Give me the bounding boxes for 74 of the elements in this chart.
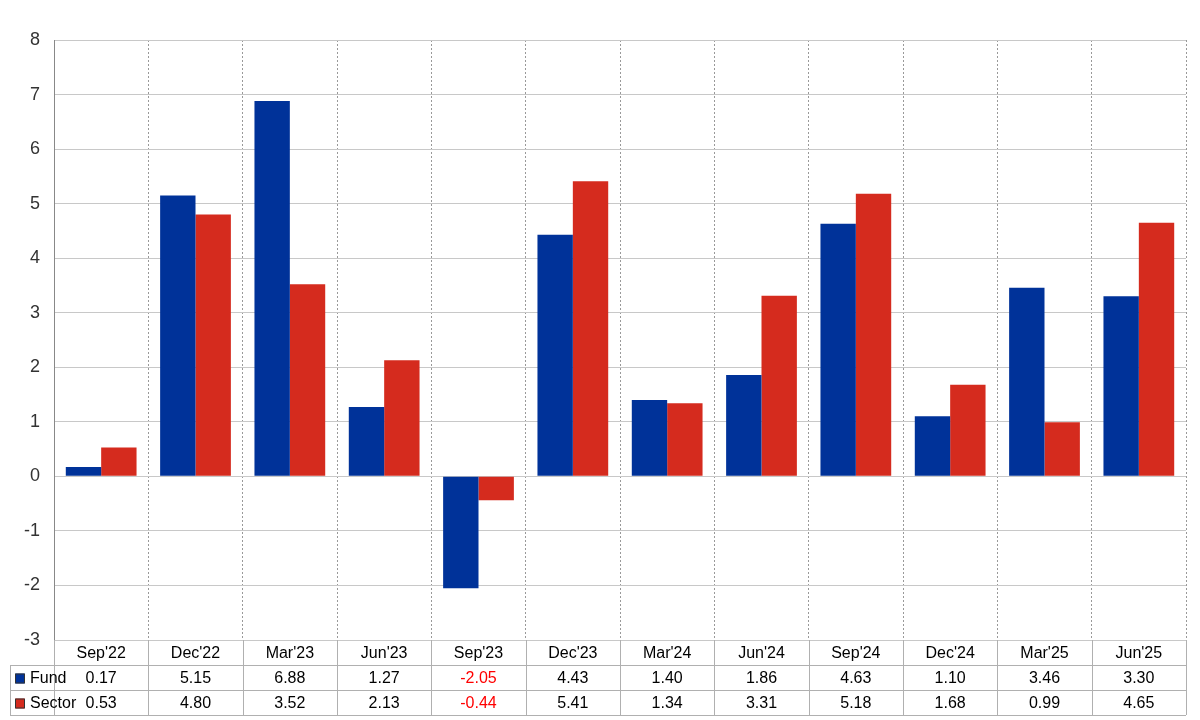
data-label: 1.86 (745, 668, 778, 686)
x-tick-label: Sep'23 (453, 643, 504, 661)
bar (101, 447, 137, 476)
y-tick-label: 8 (29, 28, 40, 49)
y-tick-label: 6 (29, 138, 40, 159)
x-tick-label: Mar'23 (265, 643, 315, 661)
data-label: 4.65 (1123, 693, 1155, 711)
x-tick-label: Dec'24 (925, 643, 975, 661)
legend-label: Fund (30, 668, 67, 686)
bar (537, 234, 573, 476)
bar (820, 223, 856, 476)
y-tick-label: 4 (29, 247, 40, 268)
y-tick-label: 3 (29, 301, 40, 322)
y-tick-label: -1 (23, 519, 40, 540)
data-label: 3.52 (274, 693, 306, 711)
bar (1138, 222, 1175, 476)
data-label: 6.88 (274, 668, 306, 686)
bar (384, 360, 420, 476)
data-label: 3.46 (1028, 668, 1061, 686)
data-label: 5.18 (840, 693, 872, 711)
data-label: 5.41 (557, 693, 589, 711)
bar (348, 407, 385, 476)
bar (254, 101, 290, 476)
y-tick-label: 0 (29, 465, 40, 486)
x-tick-label: Jun'24 (738, 643, 785, 661)
bar (195, 214, 231, 476)
y-tick-label: 5 (29, 192, 40, 213)
bar (950, 384, 986, 476)
bar (1044, 422, 1080, 476)
data-label: 0.17 (85, 668, 117, 686)
data-label: -0.44 (460, 693, 497, 711)
bar (761, 295, 797, 476)
data-label: 1.27 (368, 668, 400, 686)
data-label: 1.10 (934, 668, 966, 686)
data-label: 3.31 (745, 693, 778, 711)
data-label: 3.30 (1123, 668, 1155, 686)
bar (631, 400, 668, 476)
data-label: 1.34 (651, 693, 683, 711)
bar (478, 476, 514, 501)
data-label: 1.68 (934, 693, 966, 711)
data-label: 4.43 (557, 668, 589, 686)
x-tick-label: Dec'22 (170, 643, 221, 661)
y-tick-label: 1 (29, 410, 40, 431)
y-tick-label: -2 (23, 574, 40, 595)
bar (667, 403, 703, 476)
y-tick-label: 7 (29, 83, 40, 104)
x-tick-label: Mar'25 (1020, 643, 1069, 661)
x-tick-label: Sep'24 (831, 643, 881, 661)
x-tick-label: Sep'22 (76, 643, 126, 661)
x-tick-label: Dec'23 (548, 643, 598, 661)
data-label: 5.15 (179, 668, 212, 686)
bar (855, 193, 892, 476)
data-label: 4.63 (840, 668, 872, 686)
bar (289, 284, 326, 476)
data-label: 0.53 (85, 693, 117, 711)
x-tick-label: Mar'24 (642, 643, 692, 661)
bar (65, 467, 102, 476)
data-label: 2.13 (368, 693, 400, 711)
bar (1103, 296, 1139, 476)
x-tick-label: Jun'23 (360, 643, 408, 661)
legend-label: Sector (30, 693, 77, 711)
bar (160, 195, 196, 476)
x-tick-label: Jun'25 (1115, 643, 1163, 661)
y-tick-label: 2 (29, 356, 40, 377)
data-label: 1.40 (651, 668, 683, 686)
bar (726, 374, 762, 476)
bar (572, 181, 609, 476)
bar (443, 476, 479, 589)
y-tick-label: -3 (23, 628, 40, 649)
data-label: 4.80 (179, 693, 212, 711)
data-label: 0.99 (1028, 693, 1061, 711)
bar (1009, 287, 1045, 476)
data-label: -2.05 (460, 668, 497, 686)
bar (914, 416, 951, 476)
